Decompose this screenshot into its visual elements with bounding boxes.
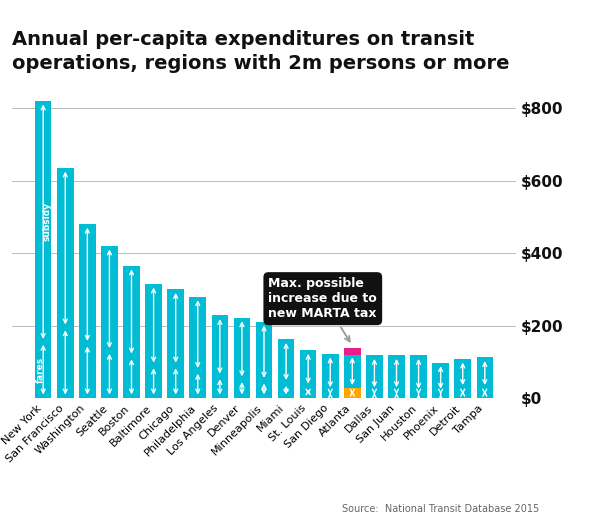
Text: fares: fares — [35, 357, 44, 383]
Bar — [410, 355, 427, 398]
Text: Source:  National Transit Database 2015: Source: National Transit Database 2015 — [342, 504, 539, 514]
Bar — [145, 284, 162, 398]
Text: subsidy: subsidy — [42, 202, 51, 241]
Bar — [278, 339, 295, 398]
Bar — [190, 297, 206, 398]
Bar — [101, 246, 118, 398]
Text: Max. possible
increase due to
new MARTA tax: Max. possible increase due to new MARTA … — [268, 277, 377, 341]
Bar — [167, 290, 184, 398]
Bar — [233, 317, 250, 398]
Bar — [123, 266, 140, 398]
Bar — [57, 168, 74, 398]
Bar — [256, 322, 272, 398]
Bar — [476, 357, 493, 398]
Bar — [433, 362, 449, 398]
Text: Annual per-capita expenditures on transit
operations, regions with 2m persons or: Annual per-capita expenditures on transi… — [12, 31, 509, 73]
Bar — [366, 355, 383, 398]
Bar — [35, 101, 52, 398]
Bar — [344, 348, 361, 355]
Bar — [388, 355, 405, 398]
Bar — [344, 355, 361, 398]
Bar — [300, 350, 316, 398]
Bar — [212, 315, 228, 398]
Bar — [454, 359, 471, 398]
Bar — [322, 354, 338, 398]
Bar — [344, 388, 361, 398]
Bar — [79, 224, 95, 398]
